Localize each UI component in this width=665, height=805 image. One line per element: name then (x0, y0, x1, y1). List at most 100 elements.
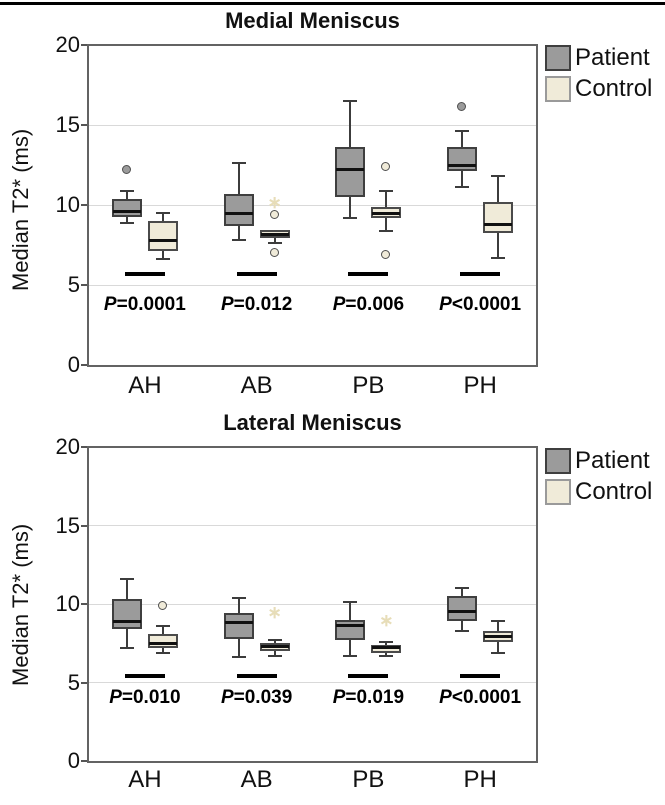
outlier-circle-patient-ph-0 (457, 102, 467, 112)
outlier-circle-control-pb-0 (381, 161, 391, 171)
outlier-circle-control-ab-0 (269, 209, 279, 219)
whisker-cap-lower-control-pb (379, 654, 394, 657)
whisker-upper-control-ab (273, 640, 276, 644)
whisker-lower-control-ab (273, 237, 276, 244)
outlier-circle-control-ah-0 (157, 600, 167, 610)
x-category-label-pb: PB (352, 372, 385, 399)
whisker-cap-lower-control-pb (379, 229, 394, 232)
x-category-label-ab: AB (240, 372, 273, 399)
whisker-cap-lower-patient-ah (119, 221, 134, 224)
y-tick-mark-0 (81, 760, 87, 762)
y-tick-mark-10 (81, 204, 87, 206)
legend-label-control: Control (575, 75, 653, 102)
median-line-control-ab (260, 233, 289, 237)
significance-bar-ab (236, 271, 277, 276)
outlier-star-control-ab-2: ∗ (267, 192, 282, 212)
box-patient-ah (111, 599, 142, 630)
significance-bar-ah (124, 271, 165, 276)
significance-bar-ph (460, 271, 501, 276)
box-control-pb (371, 206, 402, 218)
whisker-upper-control-ph (497, 621, 500, 631)
whisker-cap-upper-control-ab (267, 639, 282, 642)
whisker-upper-patient-ah (125, 578, 128, 600)
whisker-upper-patient-pb (349, 602, 352, 620)
y-tick-label-10: 10 (55, 591, 80, 616)
significance-bar-ab (236, 674, 277, 679)
y-tick-label-5: 5 (67, 272, 80, 297)
whisker-cap-upper-control-ah (155, 212, 170, 214)
whisker-cap-lower-control-ab (267, 654, 282, 657)
whisker-cap-lower-patient-pb (343, 654, 358, 657)
median-line-patient-ab (224, 211, 253, 215)
whisker-cap-upper-control-ph (491, 175, 506, 178)
median-line-patient-pb (336, 624, 365, 628)
legend-swatch-control (545, 479, 571, 505)
whisker-cap-upper-patient-pb (343, 100, 358, 102)
legend-swatch-patient (545, 448, 571, 474)
legend-label-control: Control (575, 478, 653, 505)
whisker-cap-upper-patient-ph (455, 130, 470, 133)
box-patient-pb (335, 147, 366, 197)
whisker-cap-upper-patient-ph (455, 587, 470, 590)
y-tick-label-5: 5 (67, 669, 80, 695)
x-category-label-ah: AH (128, 766, 162, 793)
legend-label-patient: Patient (575, 447, 650, 474)
whisker-lower-patient-ab (237, 638, 240, 658)
whisker-cap-upper-patient-ab (231, 596, 246, 599)
p-value-label-pb: P=0.019 (332, 687, 405, 708)
median-line-control-ah (148, 641, 177, 645)
whisker-upper-patient-ph (461, 131, 464, 148)
whisker-upper-patient-pb (349, 101, 352, 148)
whisker-cap-lower-control-ab (267, 242, 282, 245)
whisker-cap-lower-patient-ph (455, 629, 470, 632)
box-control-ah (147, 221, 178, 252)
whisker-cap-upper-patient-ab (231, 162, 246, 165)
significance-bar-pb (348, 674, 389, 679)
whisker-cap-upper-patient-pb (343, 601, 358, 604)
outlier-circle-control-ab-1 (269, 248, 279, 257)
box-patient-ab (223, 613, 254, 639)
p-value-label-ah: P=0.010 (109, 687, 181, 708)
legend-swatch-patient (545, 45, 571, 71)
whisker-upper-control-pb (385, 190, 388, 207)
median-line-patient-ah (112, 209, 141, 213)
whisker-cap-upper-patient-ah (119, 577, 134, 580)
whisker-cap-lower-patient-ph (455, 186, 470, 189)
y-tick-mark-15 (81, 124, 87, 126)
figure-top-border (0, 2, 665, 5)
p-value-label-pb: P=0.006 (332, 294, 405, 315)
outlier-star-control-ab-0: ∗ (267, 602, 282, 622)
median-line-control-ph (484, 222, 513, 226)
outlier-circle-control-pb-1 (381, 249, 391, 259)
p-value-label-ab: P=0.039 (220, 687, 293, 708)
median-line-patient-pb (336, 168, 365, 172)
whisker-lower-patient-ph (461, 171, 464, 188)
median-line-control-pb (372, 646, 401, 650)
p-value-label-ah: P=0.0001 (103, 294, 186, 315)
y-tick-mark-0 (81, 364, 87, 366)
median-line-patient-ab (224, 620, 253, 624)
x-category-label-ph: PH (463, 766, 497, 793)
whisker-lower-control-pb (385, 652, 388, 656)
median-line-patient-ah (112, 619, 141, 623)
x-category-label-ah: AH (128, 372, 162, 399)
whisker-upper-patient-ah (125, 190, 128, 199)
outlier-circle-patient-ah-0 (121, 164, 131, 174)
whisker-upper-control-pb (385, 641, 388, 645)
median-line-control-pb (372, 212, 401, 216)
whisker-lower-patient-pb (349, 640, 352, 656)
whisker-lower-control-ah (161, 647, 164, 653)
whisker-lower-patient-ah (125, 629, 128, 648)
y-tick-label-10: 10 (55, 192, 80, 217)
whisker-lower-patient-ph (461, 621, 464, 631)
panel-title-lateral: Lateral Meniscus (223, 410, 402, 435)
x-category-label-ph: PH (463, 372, 497, 399)
box-patient-ab (223, 193, 254, 226)
whisker-cap-lower-control-ah (155, 651, 170, 654)
p-value-label-ph: P<0.0001 (439, 294, 522, 315)
whisker-lower-patient-pb (349, 197, 352, 218)
box-patient-pb (335, 619, 366, 641)
gridline-10 (89, 204, 536, 206)
median-line-control-ph (484, 635, 513, 639)
whisker-upper-patient-ab (237, 163, 240, 194)
